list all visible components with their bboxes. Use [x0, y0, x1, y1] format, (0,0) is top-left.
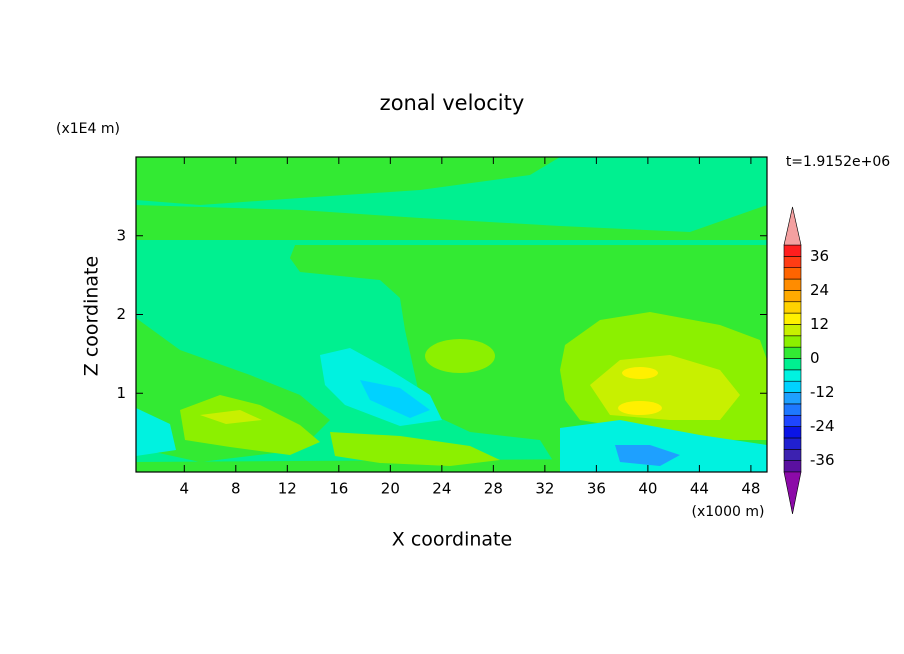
contour-region	[136, 157, 560, 205]
colorbar-box	[783, 358, 802, 371]
x-tick-label: 12	[278, 480, 297, 498]
y-tick-label: 1	[116, 384, 126, 402]
colorbar-box	[783, 312, 802, 325]
contour-region	[180, 395, 320, 455]
x-tick-label: 4	[180, 480, 190, 498]
colorbar-under	[783, 471, 802, 515]
x-tick-label: 40	[638, 480, 657, 498]
colorbar-box	[783, 301, 802, 314]
colorbar-tick-label: -12	[810, 383, 835, 401]
y-unit: (x1E4 m)	[56, 121, 120, 137]
contour-region	[136, 205, 767, 240]
colorbar-box	[783, 414, 802, 427]
colorbar-tick-label: 0	[810, 349, 820, 367]
colorbar-box	[783, 460, 802, 473]
x-axis-label: X coordinate	[392, 529, 512, 551]
colorbar-over	[783, 206, 802, 246]
contour-field	[136, 157, 767, 472]
x-tick-label: 24	[432, 480, 451, 498]
colorbar-box	[783, 448, 802, 461]
colorbar-box	[783, 392, 802, 405]
colorbar-tick-label: -24	[810, 417, 835, 435]
x-tick-label: 36	[587, 480, 606, 498]
x-tick-label: 8	[231, 480, 241, 498]
y-tick-label: 2	[116, 305, 126, 323]
time-label: t=1.9152e+06	[786, 154, 890, 170]
x-tick-label: 16	[329, 480, 348, 498]
colorbar-box	[783, 267, 802, 280]
contour-region	[136, 408, 176, 456]
colorbar-box	[783, 369, 802, 382]
colorbar-box	[783, 335, 802, 348]
colorbar-box	[783, 426, 802, 439]
x-unit: (x1000 m)	[692, 504, 765, 520]
x-tick-label: 28	[484, 480, 503, 498]
contour-region	[330, 432, 500, 466]
chart-title: zonal velocity	[380, 91, 525, 115]
contour-region	[618, 401, 662, 415]
colorbar-box	[783, 346, 802, 359]
contour-region	[360, 380, 430, 418]
y-tick-label: 3	[116, 226, 126, 244]
x-tick-label: 44	[690, 480, 709, 498]
contour-region	[425, 339, 495, 373]
colorbar-box	[783, 380, 802, 393]
contour-region	[560, 420, 767, 472]
x-tick-label: 48	[741, 480, 760, 498]
colorbar-box	[783, 324, 802, 337]
colorbar-box	[783, 244, 802, 257]
colorbar-box	[783, 290, 802, 303]
colorbar-box	[783, 403, 802, 416]
colorbar-tick-label: -36	[810, 451, 835, 469]
y-axis-label: Z coordinate	[81, 256, 103, 376]
colorbar-box	[783, 256, 802, 269]
colorbar-tick-label: 24	[810, 281, 829, 299]
colorbar-tick-label: 12	[810, 315, 829, 333]
colorbar-tick-label: 36	[810, 247, 829, 265]
colorbar-box	[783, 437, 802, 450]
colorbar-box	[783, 278, 802, 291]
x-tick-label: 20	[381, 480, 400, 498]
contour-region	[615, 445, 680, 466]
contour-region	[200, 410, 262, 424]
x-tick-label: 32	[535, 480, 554, 498]
contour-region	[622, 367, 658, 379]
